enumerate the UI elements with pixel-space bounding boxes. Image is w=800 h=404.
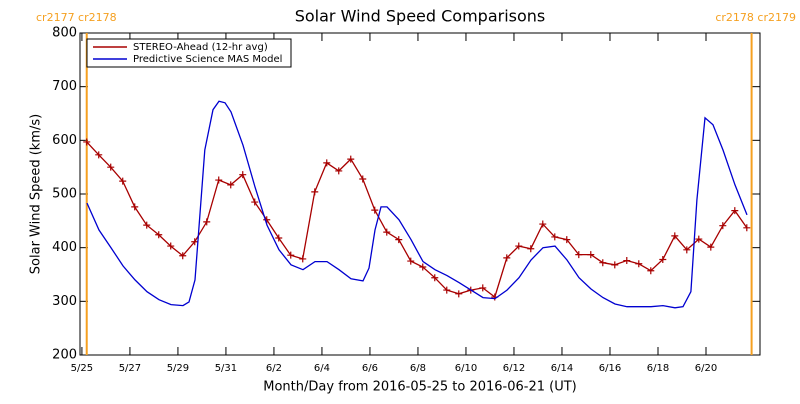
data-point xyxy=(683,246,691,254)
x-tick-label: 6/2 xyxy=(266,363,282,374)
data-point xyxy=(143,221,151,229)
data-point xyxy=(95,151,103,159)
data-point xyxy=(275,234,283,242)
y-tick-label: 800 xyxy=(52,26,77,41)
data-point xyxy=(107,163,115,171)
data-point xyxy=(503,254,511,262)
data-point xyxy=(287,251,295,259)
x-tick-label: 6/4 xyxy=(314,363,330,374)
data-point xyxy=(83,138,91,146)
y-axis-label: Solar Wind Speed (km/s) xyxy=(29,114,44,274)
data-point xyxy=(575,251,583,259)
x-tick-label: 5/31 xyxy=(215,363,237,374)
data-point xyxy=(347,155,355,163)
legend-box xyxy=(86,38,292,68)
data-point xyxy=(419,263,427,271)
legend-label: Predictive Science MAS Model xyxy=(133,54,282,65)
y-tick-label: 400 xyxy=(52,240,77,255)
data-point xyxy=(659,255,667,263)
x-tick-label: 6/10 xyxy=(455,363,477,374)
x-tick-label: 5/25 xyxy=(71,363,93,374)
carrington-label: cr2177 cr2178 xyxy=(36,11,117,24)
series-line xyxy=(86,141,748,299)
data-point xyxy=(299,255,307,263)
y-tick-label: 700 xyxy=(52,79,77,94)
data-point xyxy=(407,257,415,265)
data-point xyxy=(167,242,175,250)
data-point xyxy=(215,176,223,184)
data-point xyxy=(251,198,259,206)
data-point xyxy=(719,222,727,230)
data-point xyxy=(227,181,235,189)
data-point xyxy=(311,188,319,196)
data-point xyxy=(587,251,595,259)
data-point xyxy=(179,252,187,260)
data-point xyxy=(743,224,751,232)
data-point xyxy=(731,207,739,215)
data-point xyxy=(323,159,331,167)
y-tick-label: 600 xyxy=(52,133,77,148)
data-point xyxy=(431,274,439,282)
x-tick-label: 6/8 xyxy=(410,363,426,374)
data-point xyxy=(455,290,463,298)
data-point xyxy=(119,177,127,185)
x-tick-label: 5/29 xyxy=(167,363,189,374)
data-point xyxy=(155,231,163,239)
y-tick-label: 500 xyxy=(52,187,77,202)
data-point xyxy=(671,232,679,240)
x-axis-label: Month/Day from 2016-05-25 to 2016-06-21 … xyxy=(263,380,576,395)
data-point xyxy=(131,203,139,211)
data-point xyxy=(515,242,523,250)
legend-label: STEREO-Ahead (12-hr avg) xyxy=(133,42,268,53)
data-point xyxy=(707,243,715,251)
y-tick-label: 200 xyxy=(52,348,77,363)
data-point xyxy=(647,267,655,275)
data-point xyxy=(479,284,487,292)
data-point xyxy=(563,236,571,244)
data-point xyxy=(263,216,271,224)
y-tick-label: 300 xyxy=(52,294,77,309)
x-tick-label: 6/12 xyxy=(503,363,525,374)
data-point xyxy=(191,238,199,246)
x-tick-label: 6/18 xyxy=(647,363,669,374)
x-tick-label: 6/20 xyxy=(695,363,717,374)
data-point xyxy=(203,218,211,226)
data-point xyxy=(635,260,643,268)
data-point xyxy=(551,233,559,241)
data-point xyxy=(239,171,247,179)
data-point xyxy=(611,261,619,269)
data-point xyxy=(539,220,547,228)
x-tick-label: 5/27 xyxy=(119,363,141,374)
data-point xyxy=(359,175,367,183)
data-point xyxy=(443,286,451,294)
series-line xyxy=(86,100,748,309)
data-point xyxy=(623,257,631,265)
data-point xyxy=(527,245,535,253)
data-point xyxy=(395,236,403,244)
data-point xyxy=(695,235,703,243)
x-tick-label: 6/6 xyxy=(362,363,378,374)
carrington-label: cr2178 cr2179 xyxy=(715,11,796,24)
x-tick-label: 6/16 xyxy=(599,363,621,374)
data-point xyxy=(383,228,391,236)
data-point xyxy=(335,167,343,175)
chart-title: Solar Wind Speed Comparisons xyxy=(295,7,546,26)
data-point xyxy=(371,206,379,214)
x-tick-label: 6/14 xyxy=(551,363,573,374)
data-point xyxy=(599,259,607,267)
